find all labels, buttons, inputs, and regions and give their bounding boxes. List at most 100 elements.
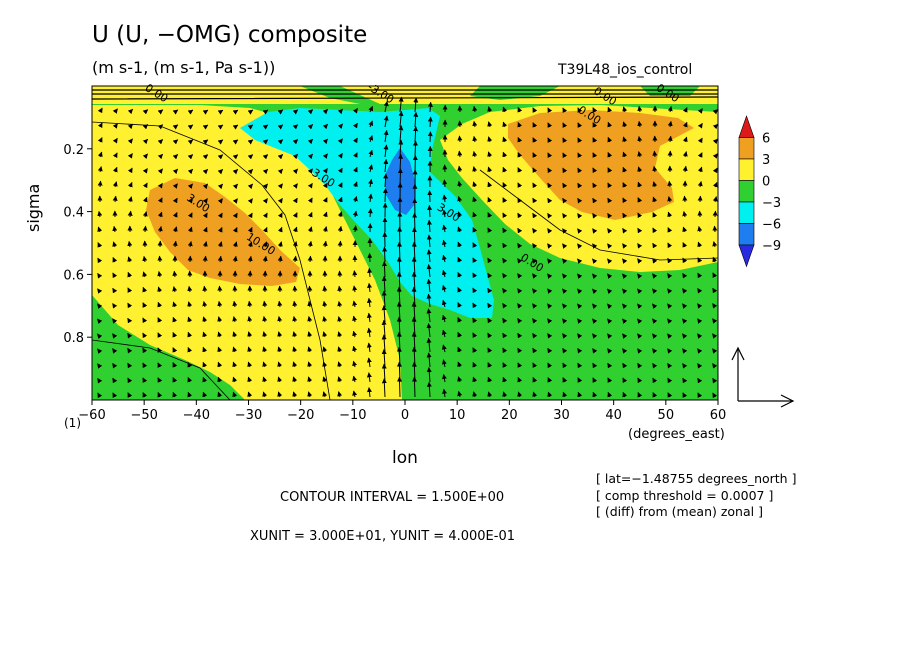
wind-vector xyxy=(142,124,149,130)
wind-vector xyxy=(667,273,673,279)
wind-vector xyxy=(562,318,568,324)
wind-vector xyxy=(502,376,508,383)
wind-vector xyxy=(622,303,628,309)
fill-green-west-lower xyxy=(92,295,245,400)
wind-vector xyxy=(577,391,583,398)
wind-vector xyxy=(487,347,493,353)
wind-vector xyxy=(187,139,194,145)
wind-vector xyxy=(322,168,328,174)
wind-vector xyxy=(277,154,284,160)
wind-vector xyxy=(337,167,343,174)
wind-vector xyxy=(247,316,253,323)
wind-vector xyxy=(262,139,269,145)
wind-vector xyxy=(112,377,118,384)
wind-vector xyxy=(652,348,658,354)
wind-vector xyxy=(187,301,193,308)
wind-vector xyxy=(217,109,224,115)
wind-vector xyxy=(532,377,538,383)
wind-vector xyxy=(202,361,208,368)
wind-vector xyxy=(502,287,508,294)
wind-vector xyxy=(307,240,313,248)
wind-vector xyxy=(532,362,538,369)
wind-vector xyxy=(97,318,103,324)
wind-vector xyxy=(472,287,478,294)
wind-vector xyxy=(622,273,628,279)
x-tick-label: 0 xyxy=(401,408,409,423)
wind-vector xyxy=(637,181,643,188)
wind-vector xyxy=(411,376,417,398)
wind-vector xyxy=(337,331,343,338)
colorbar-top-triangle xyxy=(738,115,755,138)
wind-vector xyxy=(217,183,223,190)
wind-vector xyxy=(217,212,223,219)
wind-vector xyxy=(592,122,598,128)
wind-vector xyxy=(502,302,508,309)
wind-vector xyxy=(247,198,253,204)
wind-vector xyxy=(247,124,254,130)
wind-vector xyxy=(712,167,718,174)
wind-vector xyxy=(232,255,238,263)
wind-vector xyxy=(682,151,688,158)
wind-vector xyxy=(652,165,658,173)
wind-vector xyxy=(232,109,239,115)
colorbar: 6 3 0 −3 −6 −9 xyxy=(738,115,781,268)
wind-vector xyxy=(352,285,358,293)
wind-vector xyxy=(502,212,508,219)
wind-vector xyxy=(592,137,598,143)
wind-vector xyxy=(247,212,253,219)
wind-vector xyxy=(172,226,178,233)
y-tick-label: 0.8 xyxy=(63,331,84,346)
wind-vector xyxy=(172,183,178,189)
wind-vector xyxy=(622,243,628,249)
wind-vector xyxy=(142,211,148,218)
wind-vector xyxy=(637,303,643,309)
wind-vector xyxy=(667,288,673,294)
wind-vector xyxy=(667,120,673,128)
wind-vector xyxy=(457,241,463,248)
wind-vector xyxy=(337,182,343,188)
wind-vector xyxy=(502,121,508,128)
wind-vector xyxy=(352,270,358,278)
wind-vector xyxy=(712,272,718,278)
wind-vector xyxy=(562,213,568,219)
wind-vector xyxy=(381,378,387,398)
wind-vector xyxy=(592,391,598,398)
wind-vector xyxy=(607,318,613,324)
wind-vector xyxy=(577,377,583,383)
wind-vector xyxy=(607,182,613,189)
wind-vector xyxy=(366,357,372,368)
wind-vector xyxy=(307,153,313,160)
wind-vector xyxy=(622,391,628,398)
wind-vector xyxy=(217,139,224,145)
wind-vector xyxy=(427,101,433,113)
wind-vector xyxy=(592,318,598,324)
wind-vector xyxy=(667,180,673,188)
x-tick-label: 40 xyxy=(605,408,622,423)
wind-vector xyxy=(441,359,447,368)
wind-vector xyxy=(157,270,163,278)
wind-vector xyxy=(441,269,447,278)
wind-vector xyxy=(142,377,148,383)
wind-vector xyxy=(322,153,328,159)
wind-vector xyxy=(157,317,163,323)
wind-vector xyxy=(577,258,583,264)
wind-vector xyxy=(307,211,313,218)
x-tick-label: −60 xyxy=(78,408,105,423)
wind-vector xyxy=(607,273,613,279)
wind-vector xyxy=(472,272,478,279)
wind-vector xyxy=(187,285,193,293)
wind-vector xyxy=(232,227,238,233)
wind-vector xyxy=(232,212,238,219)
wind-vector xyxy=(352,360,358,368)
wind-vector xyxy=(577,182,583,189)
wind-vector xyxy=(562,137,568,143)
wind-vector xyxy=(487,391,493,398)
corner-note: (1) xyxy=(64,416,81,430)
wind-vector xyxy=(366,297,372,308)
wind-vector xyxy=(292,197,298,204)
wind-vector xyxy=(487,181,493,188)
wind-vector xyxy=(547,167,553,174)
wind-vector xyxy=(457,165,463,173)
wind-vector xyxy=(112,348,118,354)
wind-vector xyxy=(517,242,523,249)
